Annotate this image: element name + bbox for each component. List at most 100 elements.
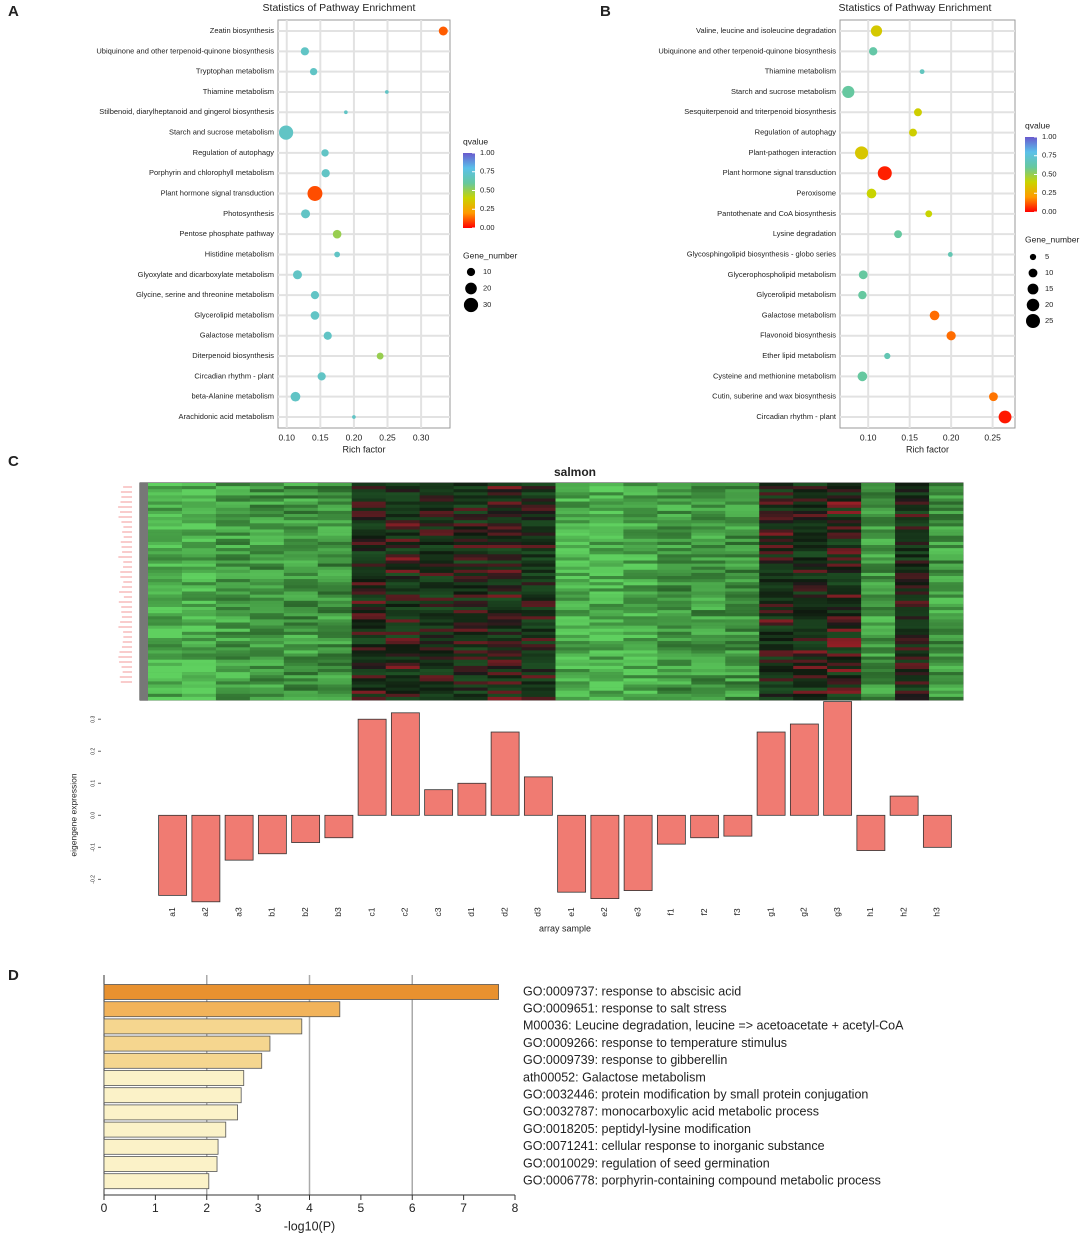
heatmap-texture: [555, 529, 590, 533]
heatmap-texture: [181, 526, 217, 530]
heatmap-texture: [589, 659, 624, 664]
heatmap-texture: [691, 551, 726, 555]
heatmap-texture: [895, 659, 930, 664]
heatmap-texture: [589, 681, 624, 685]
heatmap-texture: [249, 622, 285, 626]
heatmap-texture: [861, 483, 896, 487]
heatmap-texture: [555, 579, 590, 583]
size-legend-dot: [465, 282, 477, 295]
heatmap-texture: [793, 554, 828, 558]
heatmap-texture: [657, 569, 692, 574]
heatmap-texture: [283, 647, 319, 651]
heatmap-texture: [657, 529, 692, 533]
heatmap-texture: [249, 653, 285, 657]
heatmap-texture: [249, 523, 285, 527]
heatmap-texture: [657, 507, 692, 512]
heatmap-texture: [759, 647, 794, 651]
heatmap-texture: [827, 669, 862, 673]
bar: [257, 814, 287, 855]
heatmap-texture: [929, 650, 964, 654]
heatmap-texture: [215, 523, 251, 527]
heatmap-texture: [351, 641, 387, 645]
bar: [103, 1001, 341, 1018]
y-tick-label: Diterpenoid biosynthesis: [192, 351, 274, 360]
legend-title: qvalue: [1025, 120, 1050, 130]
heatmap-texture: [861, 560, 896, 564]
heatmap-texture: [453, 532, 488, 536]
heatmap-texture: [793, 594, 828, 598]
heatmap-texture: [759, 569, 794, 574]
heatmap-texture: [623, 526, 658, 530]
heatmap-texture: [351, 622, 387, 626]
heatmap-texture: [725, 607, 760, 611]
heatmap-texture: [589, 650, 624, 654]
heatmap-texture: [555, 696, 590, 701]
heatmap-texture: [793, 510, 828, 515]
heatmap-texture: [215, 532, 251, 536]
heatmap-texture: [623, 594, 658, 598]
bubble: [909, 128, 917, 137]
bar: [557, 814, 587, 893]
bar: [324, 814, 354, 839]
heatmap-texture: [827, 622, 862, 626]
colorbar-label: 1.00: [1042, 132, 1057, 141]
heatmap-texture: [555, 613, 590, 617]
heatmap-texture: [725, 588, 760, 592]
heatmap-texture: [521, 538, 556, 543]
heatmap-texture: [657, 532, 692, 536]
heatmap-texture: [453, 588, 488, 592]
heatmap-texture: [657, 619, 692, 623]
heatmap-texture: [385, 541, 420, 546]
heatmap-texture: [283, 659, 319, 664]
y-tick-label: -0.1: [90, 843, 96, 852]
heatmap-texture: [759, 687, 794, 691]
heatmap-texture: [827, 548, 862, 552]
heatmap-texture: [827, 514, 862, 518]
heatmap-texture: [759, 622, 794, 626]
heatmap-texture: [487, 563, 522, 567]
heatmap-texture: [623, 684, 658, 688]
heatmap-texture: [419, 520, 454, 524]
heatmap-texture: [487, 603, 522, 608]
heatmap-texture: [589, 678, 624, 682]
heatmap-texture: [691, 619, 726, 623]
heatmap-texture: [487, 582, 522, 586]
heatmap-texture: [453, 572, 488, 577]
x-tick-label: 0.25: [984, 432, 1001, 442]
heatmap-texture: [691, 675, 726, 679]
heatmap-texture: [827, 681, 862, 685]
heatmap-texture: [419, 594, 454, 598]
heatmap-texture: [589, 523, 624, 527]
heatmap-texture: [691, 665, 726, 670]
heatmap-texture: [895, 622, 930, 626]
heatmap-texture: [725, 659, 760, 664]
heatmap-texture: [691, 532, 726, 536]
heatmap-texture: [419, 504, 454, 509]
heatmap-texture: [521, 548, 556, 552]
heatmap-texture: [895, 588, 930, 592]
bar: [922, 814, 952, 848]
colorbar-label: 1.00: [480, 148, 495, 157]
heatmap-texture: [555, 554, 590, 558]
heatmap-texture: [861, 653, 896, 657]
heatmap-texture: [419, 665, 454, 670]
heatmap-texture: [895, 647, 930, 651]
heatmap-texture: [487, 526, 522, 530]
heatmap-texture: [929, 501, 964, 505]
heatmap-texture: [419, 628, 454, 633]
bar: [623, 814, 653, 891]
x-tick-label: 4: [306, 1201, 313, 1215]
heatmap-texture: [929, 659, 964, 664]
y-tick-label: Ubiquinone and other terpenoid-quinone b…: [96, 46, 274, 55]
heatmap-texture: [453, 600, 488, 605]
heatmap-texture: [487, 665, 522, 670]
heatmap-texture: [691, 625, 726, 629]
heatmap-texture: [148, 603, 183, 608]
heatmap-texture: [895, 538, 930, 543]
heatmap-texture: [521, 665, 556, 670]
heatmap-texture: [521, 610, 556, 614]
heatmap-texture: [929, 582, 964, 586]
heatmap-texture: [793, 551, 828, 555]
heatmap-texture: [249, 690, 285, 695]
heatmap-texture: [555, 622, 590, 626]
